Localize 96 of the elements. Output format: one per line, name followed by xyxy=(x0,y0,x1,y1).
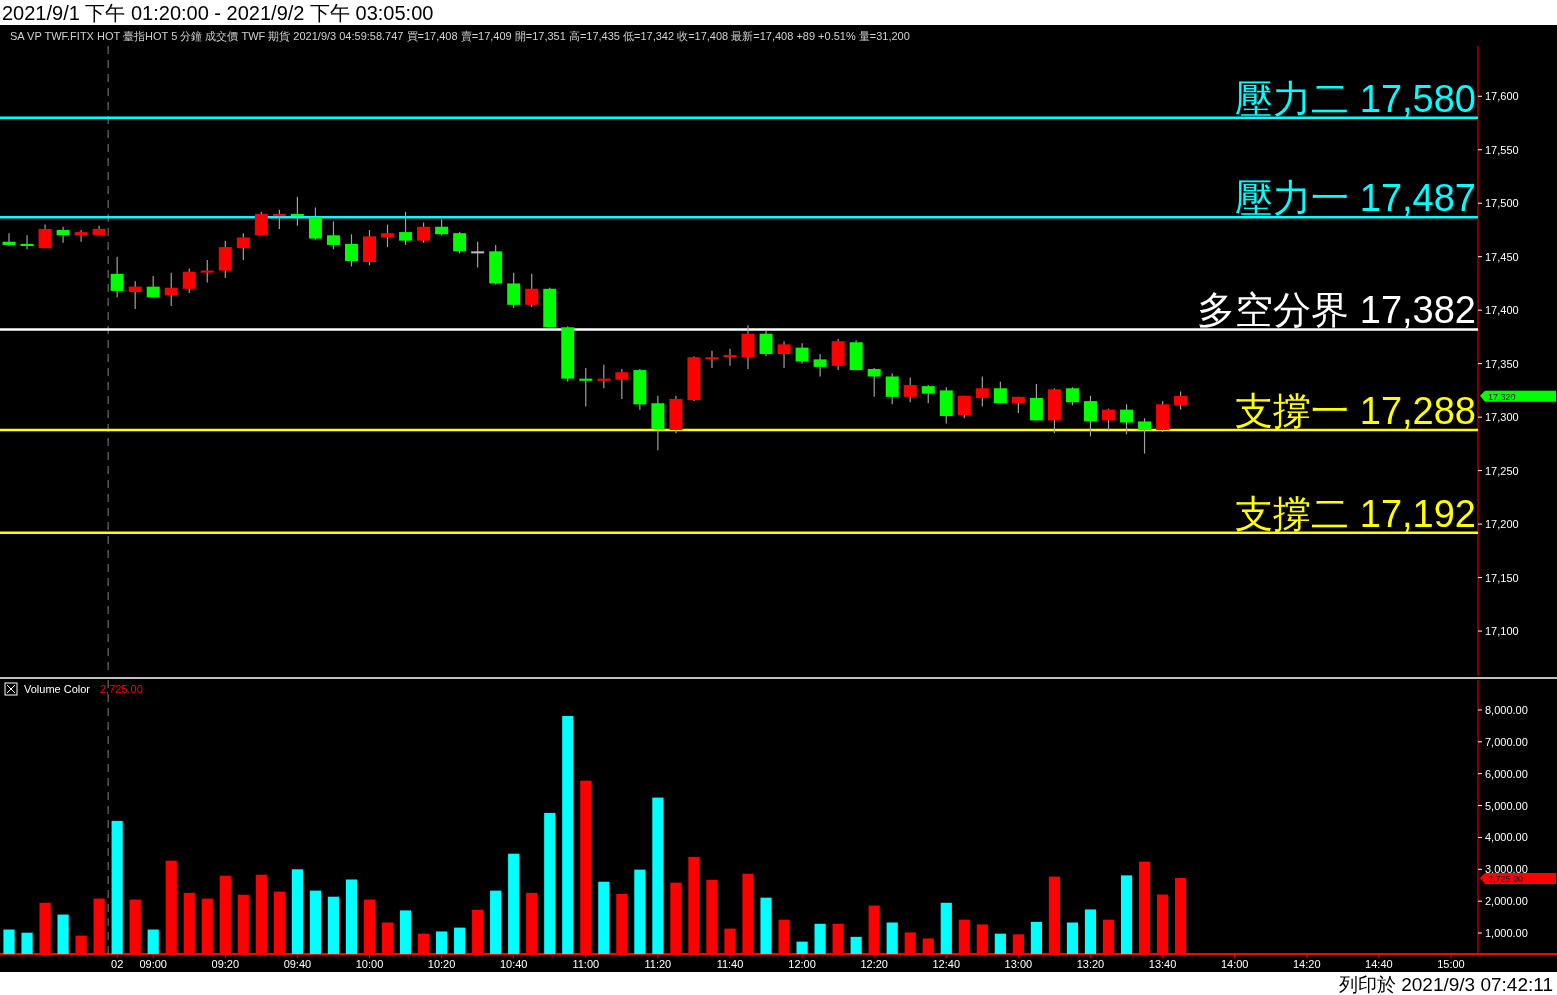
candlestick xyxy=(867,367,881,398)
y-tick-label: 17,300 xyxy=(1485,411,1519,424)
y-tick-label: 1,000.00 xyxy=(1485,927,1528,940)
x-tick-label: 09:00 xyxy=(139,958,167,970)
candlestick xyxy=(290,196,304,227)
x-tick-label: 09:20 xyxy=(211,958,240,970)
candlestick xyxy=(20,234,34,250)
candlestick xyxy=(741,324,755,370)
ref-line-label: 壓力二 17,580 xyxy=(1235,77,1476,120)
candlestick xyxy=(56,226,70,244)
x-tick-label: 12:40 xyxy=(932,958,961,970)
candlestick xyxy=(236,232,250,261)
candlestick xyxy=(326,220,340,250)
chart-subtitle: SA VP TWF.FITX HOT 臺指HOT 5 分鐘 成交價 TWF 期貨 2021/9/3 04:59:58.747 買=17,408 賣=17,409 開=17,351 高=17,435 低=17,342 收=17,408 最新=17,408 +89 +0.51% 量=31,200 xyxy=(10,30,910,42)
candlestick xyxy=(2,232,16,247)
ref-line-label: 支撐二 17,192 xyxy=(1235,492,1476,535)
candlestick xyxy=(759,329,773,357)
y-tick-label: 17,250 xyxy=(1485,464,1519,477)
candlestick xyxy=(813,353,827,378)
y-tick-label: 2,000.00 xyxy=(1485,895,1528,908)
candlestick xyxy=(200,259,214,283)
candlestick xyxy=(164,272,178,307)
x-tick-label: 15:00 xyxy=(1437,958,1465,970)
candlestick xyxy=(381,224,395,248)
x-tick-label: 14:40 xyxy=(1365,958,1393,970)
y-tick-label: 17,200 xyxy=(1485,518,1519,531)
candlestick xyxy=(1083,395,1097,438)
candlestick xyxy=(1174,390,1188,411)
chart-title: 2021/9/1 下午 01:20:00 - 2021/9/2 下午 03:05:00 xyxy=(2,2,434,24)
candlestick xyxy=(110,256,124,298)
candlestick xyxy=(723,348,737,367)
x-tick-label: 11:20 xyxy=(644,958,672,970)
y-tick-label: 17,550 xyxy=(1485,143,1519,156)
ref-line-label: 支撐一 17,288 xyxy=(1235,389,1476,432)
candlestick xyxy=(453,231,467,255)
x-tick-label: 11:40 xyxy=(716,958,744,970)
candlestick xyxy=(272,209,286,230)
x-tick-label: 02 xyxy=(111,958,124,970)
x-tick-label: 10:20 xyxy=(427,958,456,970)
x-tick-label: 11:00 xyxy=(572,958,600,970)
annotation: 2,725.00 xyxy=(100,683,143,695)
x-tick-label: 14:20 xyxy=(1293,958,1321,970)
text: 列印於 2021/9/3 07:42:11 xyxy=(1338,974,1553,995)
candlestick xyxy=(1138,417,1152,455)
candlestick xyxy=(903,376,917,403)
candlestick xyxy=(597,364,611,389)
candlestick xyxy=(471,241,485,269)
y-tick-label: 8,000.00 xyxy=(1485,703,1528,716)
y-tick-label: 5,000.00 xyxy=(1485,799,1528,812)
candlestick xyxy=(579,367,593,408)
text: 17,320 xyxy=(1488,391,1516,402)
y-tick-label: 17,350 xyxy=(1485,357,1519,370)
candlestick xyxy=(399,211,413,246)
candlestick xyxy=(308,206,322,241)
y-tick-label: 17,450 xyxy=(1485,250,1519,263)
text: 2,725.00 xyxy=(1488,874,1524,885)
x-tick-label: 13:00 xyxy=(1004,958,1033,970)
y-tick-label: 6,000.00 xyxy=(1485,767,1528,780)
y-tick-label: 17,100 xyxy=(1485,625,1519,638)
x-tick-label: 13:20 xyxy=(1076,958,1105,970)
candlestick xyxy=(975,375,989,408)
candlestick xyxy=(182,267,196,294)
candlestick xyxy=(1102,408,1115,431)
candlestick xyxy=(507,272,521,309)
candlestick xyxy=(525,273,539,308)
candlestick xyxy=(1120,403,1134,435)
candlestick xyxy=(218,240,232,279)
y-tick-label: 4,000.00 xyxy=(1485,831,1528,844)
candlestick xyxy=(921,384,935,404)
y-tick-label: 17,500 xyxy=(1485,197,1519,210)
candlestick xyxy=(417,221,431,244)
x-tick-label: 09:40 xyxy=(283,958,312,970)
x-tick-label: 13:40 xyxy=(1148,958,1177,970)
chart-title: Volume Color xyxy=(24,683,91,695)
candlestick xyxy=(885,372,899,405)
candlestick xyxy=(795,342,809,365)
y-tick-label: 17,150 xyxy=(1485,571,1519,584)
candlestick xyxy=(615,368,629,400)
candlestick xyxy=(344,233,358,267)
x-tick-label: 12:00 xyxy=(788,958,816,970)
candlestick xyxy=(1065,386,1079,406)
y-tick-label: 17,600 xyxy=(1485,90,1519,103)
candlestick xyxy=(777,340,791,369)
x-tick-label: 14:00 xyxy=(1220,958,1249,970)
y-tick-label: 3,000.00 xyxy=(1485,863,1528,876)
x-tick-label: 10:40 xyxy=(499,958,528,970)
candlestick xyxy=(74,229,88,243)
y-tick-label: 17,400 xyxy=(1485,304,1519,317)
candlestick xyxy=(1029,383,1043,421)
ref-line-label: 多空分界 17,382 xyxy=(1197,289,1476,332)
y-tick-label: 7,000.00 xyxy=(1485,735,1528,748)
x-tick-label: 10:00 xyxy=(355,958,384,970)
candlestick xyxy=(705,350,719,369)
candlestick xyxy=(128,280,142,310)
ref-line-label: 壓力一 17,487 xyxy=(1235,177,1476,220)
x-tick-label: 12:20 xyxy=(860,958,888,970)
